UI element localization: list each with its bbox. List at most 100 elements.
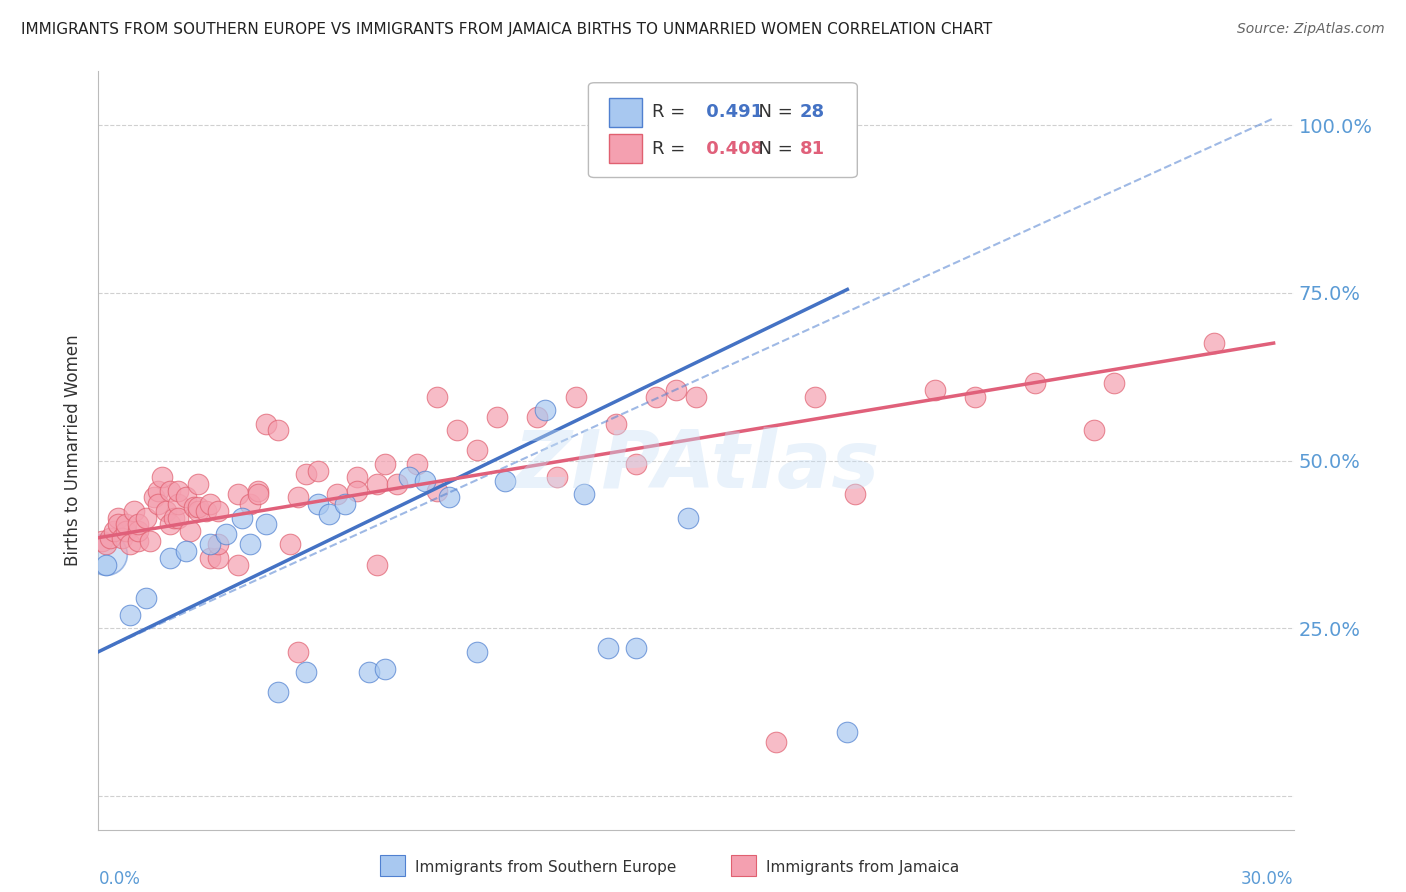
Point <box>207 504 229 518</box>
Point <box>437 491 460 505</box>
Point <box>533 403 555 417</box>
Text: N =: N = <box>748 140 799 158</box>
Point <box>120 607 142 622</box>
Point <box>366 558 388 572</box>
Point <box>96 548 118 562</box>
Text: N =: N = <box>748 103 799 121</box>
Y-axis label: Births to Unmarried Women: Births to Unmarried Women <box>65 334 83 566</box>
Point <box>148 497 170 511</box>
Point <box>187 504 209 518</box>
Point <box>385 477 409 491</box>
Point <box>167 497 190 511</box>
Text: R =: R = <box>652 140 690 158</box>
Point <box>143 491 166 505</box>
Point <box>254 417 277 431</box>
Point <box>1104 376 1126 391</box>
Point <box>1202 336 1225 351</box>
Point <box>398 470 420 484</box>
Point <box>246 487 269 501</box>
Point <box>103 524 125 538</box>
Point <box>494 474 516 488</box>
Point <box>207 550 229 565</box>
Point <box>226 487 249 501</box>
Point <box>139 534 162 549</box>
Text: 81: 81 <box>800 140 825 158</box>
Text: 0.0%: 0.0% <box>98 870 141 888</box>
Point <box>287 491 309 505</box>
Point <box>207 537 229 551</box>
Point <box>287 645 309 659</box>
Point <box>318 507 340 521</box>
Point <box>187 500 209 515</box>
Point <box>294 467 316 481</box>
Point <box>107 510 129 524</box>
Point <box>374 661 396 675</box>
Point <box>574 487 596 501</box>
Text: 0.491: 0.491 <box>700 103 762 121</box>
Point <box>231 510 253 524</box>
Point <box>307 464 329 478</box>
Point <box>426 390 449 404</box>
Point <box>1024 376 1046 391</box>
Point <box>426 483 449 498</box>
Point <box>127 534 149 549</box>
Point <box>150 470 173 484</box>
Point <box>676 510 699 524</box>
Point <box>267 685 290 699</box>
Point <box>135 510 157 524</box>
Point <box>366 477 388 491</box>
Point <box>359 665 381 679</box>
Point <box>91 534 114 549</box>
Point <box>598 641 620 656</box>
Point <box>115 517 138 532</box>
Point <box>546 470 568 484</box>
Point <box>406 457 429 471</box>
Point <box>267 423 290 437</box>
Point <box>804 390 827 404</box>
Point <box>115 524 138 538</box>
Bar <box>609 98 643 127</box>
Point <box>465 645 488 659</box>
Text: ZIPAtlas: ZIPAtlas <box>513 426 879 505</box>
Point <box>124 504 146 518</box>
Point <box>96 537 118 551</box>
Point <box>626 641 648 656</box>
Point <box>626 457 648 471</box>
Text: Immigrants from Southern Europe: Immigrants from Southern Europe <box>415 860 676 874</box>
Bar <box>609 135 643 163</box>
Point <box>485 409 508 424</box>
Point <box>605 417 627 431</box>
Point <box>163 510 186 524</box>
Point <box>294 665 316 679</box>
Text: 28: 28 <box>800 103 825 121</box>
Point <box>844 487 866 501</box>
Point <box>346 483 368 498</box>
Point <box>765 735 787 749</box>
Point <box>198 497 221 511</box>
Point <box>159 517 181 532</box>
Point <box>837 725 859 739</box>
Point <box>374 457 396 471</box>
Point <box>346 470 368 484</box>
Point <box>135 591 157 605</box>
Point <box>246 483 269 498</box>
Point <box>107 517 129 532</box>
Point <box>187 477 209 491</box>
Point <box>198 550 221 565</box>
Point <box>167 510 190 524</box>
Text: Immigrants from Jamaica: Immigrants from Jamaica <box>766 860 959 874</box>
Text: Source: ZipAtlas.com: Source: ZipAtlas.com <box>1237 22 1385 37</box>
Point <box>226 558 249 572</box>
Point <box>148 483 170 498</box>
Point <box>127 517 149 532</box>
Point <box>565 390 588 404</box>
Point <box>307 497 329 511</box>
Text: R =: R = <box>652 103 690 121</box>
Point <box>685 390 707 404</box>
Point <box>98 531 122 545</box>
Point <box>645 390 668 404</box>
Point <box>963 390 986 404</box>
Point <box>239 537 262 551</box>
Point <box>179 524 201 538</box>
Point <box>195 504 218 518</box>
